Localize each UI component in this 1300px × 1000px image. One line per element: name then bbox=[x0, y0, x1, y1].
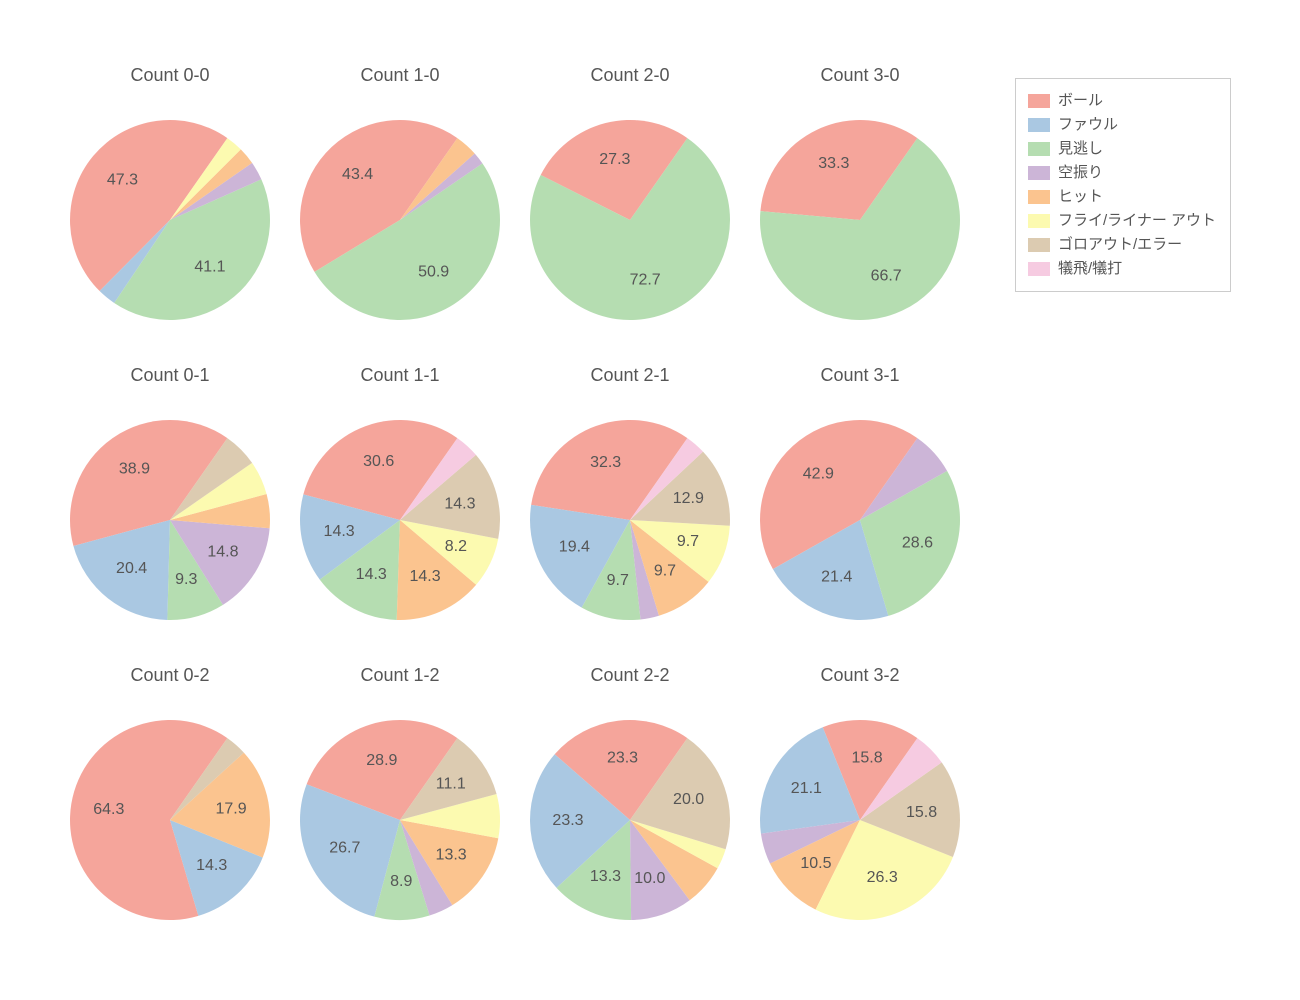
pie-chart: 27.3 72.7 bbox=[516, 106, 744, 334]
slice-label: 9.3 bbox=[175, 571, 197, 588]
chart-title: Count 1-0 bbox=[300, 65, 500, 86]
chart-title: Count 2-0 bbox=[530, 65, 730, 86]
legend-label: ゴロアウト/エラー bbox=[1058, 233, 1182, 257]
slice-label: 33.3 bbox=[818, 155, 849, 172]
slice-label: 20.4 bbox=[116, 560, 147, 577]
legend-label: フライ/ライナー アウト bbox=[1058, 209, 1216, 233]
slice-label: 20.0 bbox=[673, 791, 704, 808]
slice-label: 15.8 bbox=[906, 804, 937, 821]
pie-chart: 23.3 23.3 13.3 10.0 20.0 bbox=[516, 706, 744, 934]
slice-label: 11.1 bbox=[436, 776, 466, 793]
slice-label: 17.9 bbox=[215, 800, 246, 817]
slice-label: 13.3 bbox=[436, 846, 467, 863]
slice-label: 42.9 bbox=[803, 465, 834, 482]
slice-label: 14.3 bbox=[324, 523, 355, 540]
chart-title: Count 3-0 bbox=[760, 65, 960, 86]
pie-chart: 64.3 14.3 17.9 bbox=[56, 706, 284, 934]
legend-swatch bbox=[1028, 142, 1050, 156]
slice-label: 10.0 bbox=[634, 870, 665, 887]
slice-label: 27.3 bbox=[599, 151, 630, 168]
chart-title: Count 0-1 bbox=[70, 365, 270, 386]
legend-item: ヒット bbox=[1028, 185, 1216, 209]
legend-item: 犠飛/犠打 bbox=[1028, 257, 1216, 281]
slice-label: 8.9 bbox=[390, 873, 412, 890]
slice-label: 15.8 bbox=[852, 750, 883, 767]
slice-label: 66.7 bbox=[871, 267, 902, 284]
legend-swatch bbox=[1028, 118, 1050, 132]
legend-label: ボール bbox=[1058, 89, 1103, 113]
chart-title: Count 1-2 bbox=[300, 665, 500, 686]
slice-label: 9.7 bbox=[607, 572, 629, 589]
legend-label: 空振り bbox=[1058, 161, 1103, 185]
pie-chart: 38.9 20.4 9.3 14.8 bbox=[56, 406, 284, 634]
slice-label: 23.3 bbox=[552, 812, 583, 829]
legend-label: 見逃し bbox=[1058, 137, 1103, 161]
legend-swatch bbox=[1028, 238, 1050, 252]
slice-label: 8.2 bbox=[445, 538, 467, 555]
legend-item: ボール bbox=[1028, 89, 1216, 113]
legend-item: 空振り bbox=[1028, 161, 1216, 185]
legend-label: ファウル bbox=[1058, 113, 1118, 137]
slice-label: 10.5 bbox=[800, 855, 831, 872]
slice-label: 28.9 bbox=[366, 752, 397, 769]
chart-title: Count 2-2 bbox=[530, 665, 730, 686]
slice-label: 23.3 bbox=[607, 750, 638, 767]
legend-label: ヒット bbox=[1058, 185, 1103, 209]
legend-item: フライ/ライナー アウト bbox=[1028, 209, 1216, 233]
slice-label: 50.9 bbox=[418, 263, 449, 280]
chart-title: Count 1-1 bbox=[300, 365, 500, 386]
slice-label: 21.4 bbox=[821, 569, 852, 586]
legend-item: ファウル bbox=[1028, 113, 1216, 137]
slice-label: 26.3 bbox=[867, 869, 898, 886]
slice-label: 72.7 bbox=[630, 271, 661, 288]
pie-chart: 30.614.314.314.38.214.3 bbox=[286, 406, 514, 634]
pie-chart: 42.9 21.4 28.6 bbox=[746, 406, 974, 634]
slice-label: 41.1 bbox=[194, 259, 225, 276]
chart-title: Count 0-2 bbox=[70, 665, 270, 686]
chart-title: Count 0-0 bbox=[70, 65, 270, 86]
legend-item: 見逃し bbox=[1028, 137, 1216, 161]
chart-grid: ボールファウル見逃し空振りヒットフライ/ライナー アウトゴロアウト/エラー犠飛/… bbox=[0, 0, 1300, 1000]
pie-chart: 33.3 66.7 bbox=[746, 106, 974, 334]
slice-label: 64.3 bbox=[93, 801, 124, 818]
slice-label: 30.6 bbox=[363, 453, 394, 470]
slice-label: 14.3 bbox=[356, 566, 387, 583]
slice-label: 38.9 bbox=[119, 460, 150, 477]
slice-label: 9.7 bbox=[654, 562, 676, 579]
legend-swatch bbox=[1028, 166, 1050, 180]
slice-label: 19.4 bbox=[559, 539, 590, 556]
slice-label: 43.4 bbox=[342, 166, 373, 183]
slice-label: 14.3 bbox=[196, 857, 227, 874]
chart-title: Count 3-2 bbox=[760, 665, 960, 686]
legend-swatch bbox=[1028, 214, 1050, 228]
slice-label: 14.3 bbox=[410, 568, 441, 585]
chart-title: Count 2-1 bbox=[530, 365, 730, 386]
legend-swatch bbox=[1028, 190, 1050, 204]
legend-label: 犠飛/犠打 bbox=[1058, 257, 1122, 281]
slice-label: 13.3 bbox=[590, 868, 621, 885]
slice-label: 12.9 bbox=[673, 490, 704, 507]
slice-label: 14.8 bbox=[207, 544, 238, 561]
slice-label: 28.6 bbox=[902, 534, 933, 551]
pie-chart: 32.319.49.79.79.712.9 bbox=[516, 406, 744, 634]
legend-swatch bbox=[1028, 262, 1050, 276]
chart-title: Count 3-1 bbox=[760, 365, 960, 386]
pie-chart: 28.9 26.7 8.9 13.3 11.1 bbox=[286, 706, 514, 934]
pie-chart: 47.3 41.1 bbox=[56, 106, 284, 334]
slice-label: 9.7 bbox=[677, 533, 699, 550]
slice-label: 21.1 bbox=[791, 780, 822, 797]
slice-label: 47.3 bbox=[107, 171, 138, 188]
legend-swatch bbox=[1028, 94, 1050, 108]
slice-label: 26.7 bbox=[329, 839, 360, 856]
legend: ボールファウル見逃し空振りヒットフライ/ライナー アウトゴロアウト/エラー犠飛/… bbox=[1015, 78, 1231, 292]
pie-chart: 43.4 50.9 bbox=[286, 106, 514, 334]
slice-label: 32.3 bbox=[590, 454, 621, 471]
legend-item: ゴロアウト/エラー bbox=[1028, 233, 1216, 257]
slice-label: 14.3 bbox=[444, 495, 475, 512]
pie-chart: 15.8 21.1 10.5 26.3 15.8 bbox=[746, 706, 974, 934]
